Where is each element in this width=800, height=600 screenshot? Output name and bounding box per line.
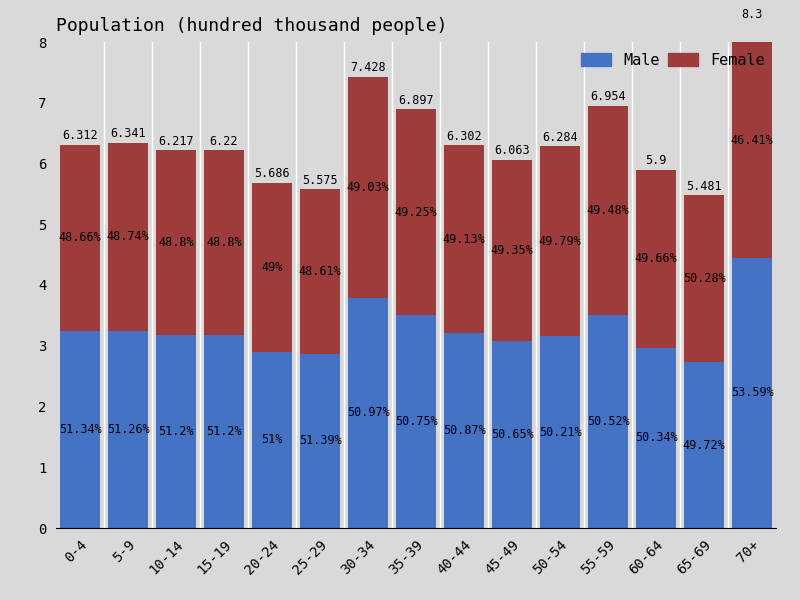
Text: 51%: 51% — [262, 433, 282, 446]
Text: 49.13%: 49.13% — [442, 233, 486, 245]
Text: 49.72%: 49.72% — [682, 439, 726, 452]
Bar — [59, 145, 101, 331]
Text: 48.66%: 48.66% — [58, 232, 102, 244]
Bar — [252, 352, 293, 528]
Text: 6.063: 6.063 — [494, 144, 530, 157]
Text: 51.2%: 51.2% — [206, 425, 242, 438]
Text: 6.897: 6.897 — [398, 94, 434, 107]
Text: 6.341: 6.341 — [110, 127, 146, 140]
Text: 6.217: 6.217 — [158, 135, 194, 148]
Legend: Male, Female: Male, Female — [578, 50, 768, 71]
Text: 49.03%: 49.03% — [346, 181, 390, 194]
Text: 5.9: 5.9 — [646, 154, 666, 167]
Text: 51.26%: 51.26% — [106, 423, 150, 436]
Text: 49.48%: 49.48% — [586, 203, 630, 217]
Bar — [443, 333, 485, 528]
Text: Population (hundred thousand people): Population (hundred thousand people) — [56, 17, 447, 35]
Text: 8.3: 8.3 — [742, 8, 762, 22]
Text: 50.87%: 50.87% — [442, 424, 486, 437]
Text: 50.28%: 50.28% — [682, 272, 726, 285]
Text: 53.59%: 53.59% — [730, 386, 774, 400]
Text: 46.41%: 46.41% — [730, 134, 774, 147]
Text: 50.21%: 50.21% — [538, 425, 582, 439]
Text: 48.8%: 48.8% — [206, 236, 242, 249]
Bar — [443, 145, 485, 333]
Text: 49.35%: 49.35% — [490, 244, 534, 257]
Bar — [587, 106, 628, 314]
Bar — [107, 331, 148, 528]
Text: 49.25%: 49.25% — [394, 206, 438, 218]
Text: 6.312: 6.312 — [62, 129, 98, 142]
Text: 48.61%: 48.61% — [298, 265, 342, 278]
Bar — [252, 182, 293, 352]
Bar — [348, 77, 389, 298]
Text: 50.75%: 50.75% — [394, 415, 438, 428]
Text: 51.39%: 51.39% — [298, 434, 342, 448]
Bar — [155, 151, 196, 335]
Bar — [635, 170, 676, 347]
Bar — [204, 150, 245, 335]
Text: 50.34%: 50.34% — [634, 431, 678, 444]
Bar — [683, 195, 724, 362]
Bar — [348, 298, 389, 528]
Text: 5.575: 5.575 — [302, 174, 338, 187]
Bar — [635, 347, 676, 528]
Text: 50.97%: 50.97% — [346, 406, 390, 419]
Bar — [731, 258, 772, 528]
Text: 49.79%: 49.79% — [538, 235, 582, 248]
Bar — [539, 337, 580, 528]
Text: 49.66%: 49.66% — [634, 252, 678, 265]
Bar — [107, 143, 148, 331]
Text: 6.302: 6.302 — [446, 130, 482, 143]
Text: 5.686: 5.686 — [254, 167, 290, 180]
Bar — [491, 341, 533, 528]
Bar — [396, 316, 437, 528]
Bar — [155, 335, 196, 528]
Text: 48.8%: 48.8% — [158, 236, 194, 249]
Bar — [59, 331, 101, 528]
Bar — [683, 362, 724, 528]
Text: 50.52%: 50.52% — [586, 415, 630, 428]
Text: 6.22: 6.22 — [210, 135, 238, 148]
Text: 48.74%: 48.74% — [106, 230, 150, 243]
Text: 50.65%: 50.65% — [490, 428, 534, 441]
Text: 6.954: 6.954 — [590, 90, 626, 103]
Text: 49%: 49% — [262, 261, 282, 274]
Bar — [731, 24, 772, 258]
Text: 51.34%: 51.34% — [58, 423, 102, 436]
Bar — [300, 354, 341, 528]
Text: 7.428: 7.428 — [350, 61, 386, 74]
Bar — [587, 314, 628, 528]
Bar — [204, 335, 245, 528]
Text: 5.481: 5.481 — [686, 179, 722, 193]
Bar — [300, 190, 341, 354]
Bar — [396, 109, 437, 316]
Text: 51.2%: 51.2% — [158, 425, 194, 438]
Text: 6.284: 6.284 — [542, 131, 578, 144]
Bar — [539, 146, 580, 337]
Bar — [491, 160, 533, 341]
